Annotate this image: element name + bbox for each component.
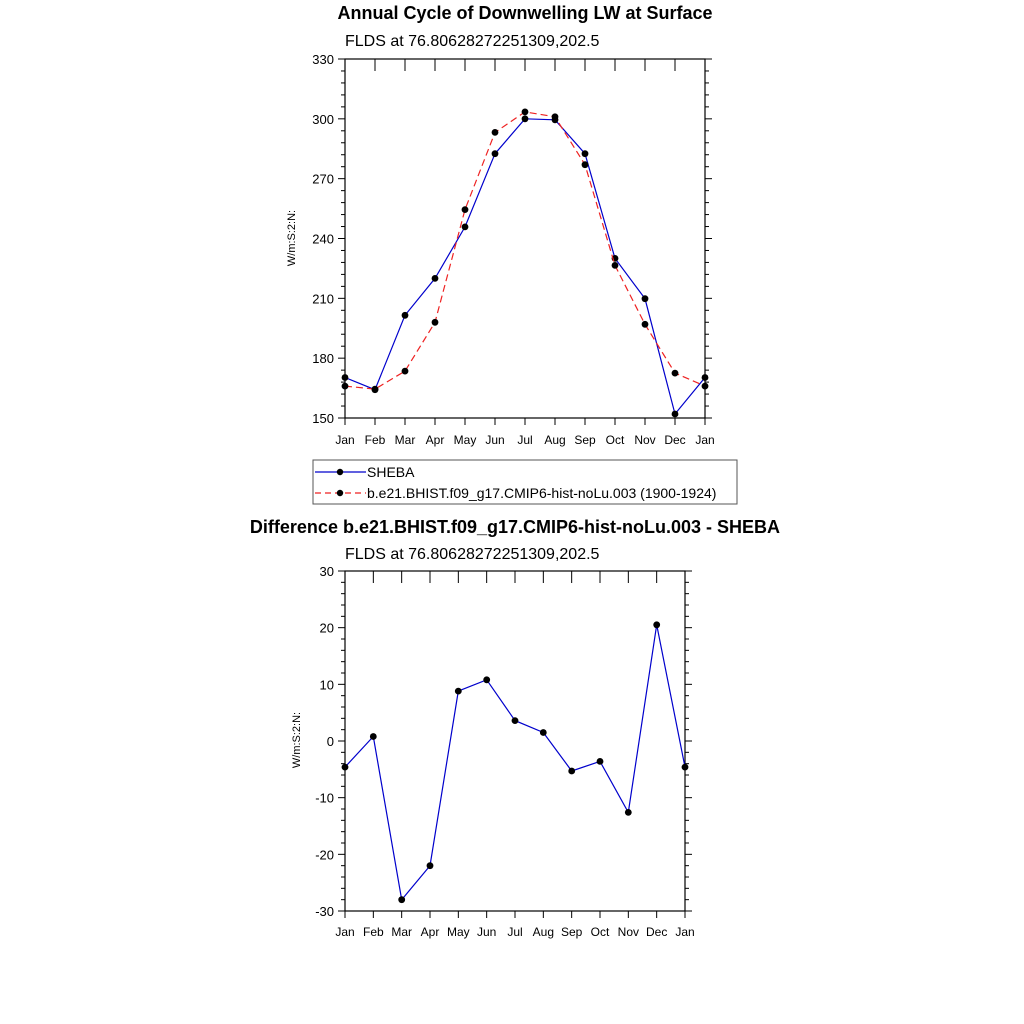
data-point xyxy=(511,717,519,724)
data-point xyxy=(483,676,491,684)
data-point xyxy=(641,295,649,303)
data-point xyxy=(369,733,377,740)
legend-label-sheba: SHEBA xyxy=(367,464,415,480)
x-tick-label: May xyxy=(447,925,470,939)
y-tick-label: 300 xyxy=(312,112,334,127)
x-tick-label: Apr xyxy=(421,925,440,939)
data-point xyxy=(551,113,559,121)
x-tick-label: Aug xyxy=(533,925,554,939)
x-tick-label: Jul xyxy=(517,433,532,447)
data-point xyxy=(454,687,462,695)
data-point xyxy=(653,621,661,629)
y-tick-label: 180 xyxy=(312,351,334,366)
x-tick-label: Dec xyxy=(664,433,685,447)
annual-cycle-panel: Annual Cycle of Downwelling LW at Surfac… xyxy=(286,3,738,505)
x-tick-label: Nov xyxy=(618,925,639,939)
chart-marks: 150 180 210 240 270 300 330 Jan Feb Mar Apr May Jun J… xyxy=(312,52,714,447)
x-tick-label: Jan xyxy=(675,925,694,939)
data-point xyxy=(431,318,439,326)
data-point xyxy=(341,382,349,390)
data-point xyxy=(461,223,469,231)
y-tick-label: -20 xyxy=(315,847,334,862)
chart-marks: -30 -20 -10 0 10 20 30 Jan Feb Mar Apr May Jun Jul Aug… xyxy=(315,564,694,939)
difference-panel: Difference b.e21.BHIST.f09_g17.CMIP6-his… xyxy=(250,517,780,939)
x-tick-label: Dec xyxy=(646,925,667,939)
data-point xyxy=(341,374,349,381)
data-point xyxy=(426,862,434,870)
y-tick-label: 240 xyxy=(312,232,334,247)
series-line-2 xyxy=(344,111,706,390)
x-tick-label: Sep xyxy=(574,433,596,447)
x-tick-label: Jan xyxy=(695,433,714,447)
x-tick-label: Jun xyxy=(477,925,496,939)
series-line-1 xyxy=(344,624,686,902)
chart-title: Difference b.e21.BHIST.f09_g17.CMIP6-his… xyxy=(250,517,780,537)
y-tick-label: 10 xyxy=(320,677,334,692)
data-point xyxy=(491,150,499,158)
series-line-1 xyxy=(344,118,706,416)
data-point xyxy=(596,758,604,765)
data-point xyxy=(431,275,439,282)
y-tick-label: 30 xyxy=(320,564,334,579)
data-point xyxy=(491,129,499,136)
x-tick-label: Feb xyxy=(363,925,384,939)
x-tick-label: Mar xyxy=(395,433,416,447)
data-point xyxy=(568,767,576,775)
legend-label-model: b.e21.BHIST.f09_g17.CMIP6-hist-noLu.003 … xyxy=(367,485,716,501)
data-point xyxy=(371,385,379,393)
y-tick-label: 0 xyxy=(327,734,334,749)
chart-subtitle: FLDS at 76.80628272251309,202.5 xyxy=(345,33,600,50)
x-tick-label: Mar xyxy=(391,925,412,939)
y-tick-label: 270 xyxy=(312,172,334,187)
data-point xyxy=(701,374,709,381)
data-point xyxy=(401,311,409,319)
data-point xyxy=(398,896,406,904)
chart-title: Annual Cycle of Downwelling LW at Surfac… xyxy=(337,3,712,23)
data-point xyxy=(521,115,529,123)
x-tick-label: Oct xyxy=(591,925,610,939)
data-point xyxy=(681,763,689,771)
plot-frame xyxy=(344,570,686,912)
x-tick-label: Jul xyxy=(507,925,522,939)
chart-subtitle: FLDS at 76.80628272251309,202.5 xyxy=(345,546,600,563)
y-tick-label: 210 xyxy=(312,291,334,306)
x-tick-label: Nov xyxy=(634,433,655,447)
x-tick-label: May xyxy=(454,433,477,447)
data-point xyxy=(401,367,409,375)
x-tick-label: Jan xyxy=(335,925,354,939)
x-tick-label: Oct xyxy=(606,433,625,447)
legend-box xyxy=(312,459,738,505)
legend-marker-sheba xyxy=(336,468,344,476)
x-tick-label: Jan xyxy=(335,433,354,447)
x-tick-label: Sep xyxy=(561,925,583,939)
data-point xyxy=(521,108,529,116)
legend-marker-model xyxy=(336,489,344,497)
data-point xyxy=(701,382,709,390)
y-axis-label: W/m:S:2:N: xyxy=(291,712,303,768)
data-point xyxy=(641,320,649,328)
data-point xyxy=(581,161,589,169)
x-tick-label: Jun xyxy=(485,433,504,447)
data-point xyxy=(461,206,469,214)
data-point xyxy=(581,150,589,158)
data-point xyxy=(341,763,349,771)
y-tick-label: 20 xyxy=(320,621,334,636)
y-tick-label: -10 xyxy=(315,791,334,806)
legend: SHEBA b.e21.BHIST.f09_g17.CMIP6-hist-noL… xyxy=(312,459,738,505)
data-point xyxy=(624,809,632,816)
data-point xyxy=(671,410,679,418)
y-tick-label: -30 xyxy=(315,904,334,919)
x-tick-label: Apr xyxy=(426,433,445,447)
y-tick-label: 150 xyxy=(312,411,334,426)
data-point xyxy=(611,262,619,269)
y-tick-label: 330 xyxy=(312,52,334,67)
x-tick-label: Feb xyxy=(365,433,386,447)
data-point xyxy=(671,369,679,377)
y-axis-label: W/m:S:2:N: xyxy=(286,210,298,266)
data-point xyxy=(539,729,547,736)
x-tick-label: Aug xyxy=(544,433,565,447)
